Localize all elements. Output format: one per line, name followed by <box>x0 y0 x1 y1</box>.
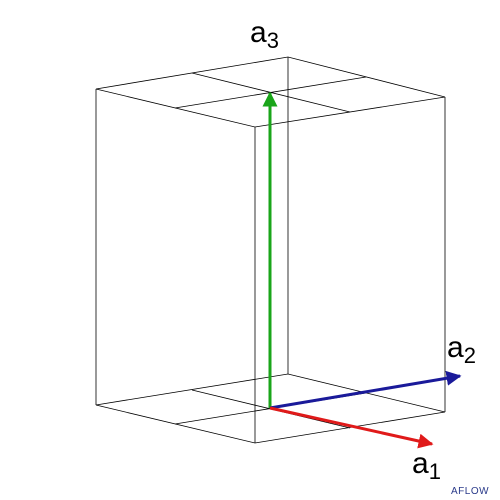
symbol: a <box>412 447 429 480</box>
label-a2: a2 <box>447 331 476 368</box>
index: 1 <box>429 459 441 484</box>
symbol: a <box>250 16 267 49</box>
label-a3: a3 <box>250 16 279 53</box>
vector-a1 <box>269 406 434 449</box>
index: 3 <box>267 28 279 53</box>
label-a1: a1 <box>412 447 441 484</box>
symbol: a <box>447 331 464 364</box>
cell-edges <box>95 56 446 444</box>
index: 2 <box>464 343 476 368</box>
vector-a2 <box>269 370 462 410</box>
watermark: AFLOW <box>451 486 489 497</box>
